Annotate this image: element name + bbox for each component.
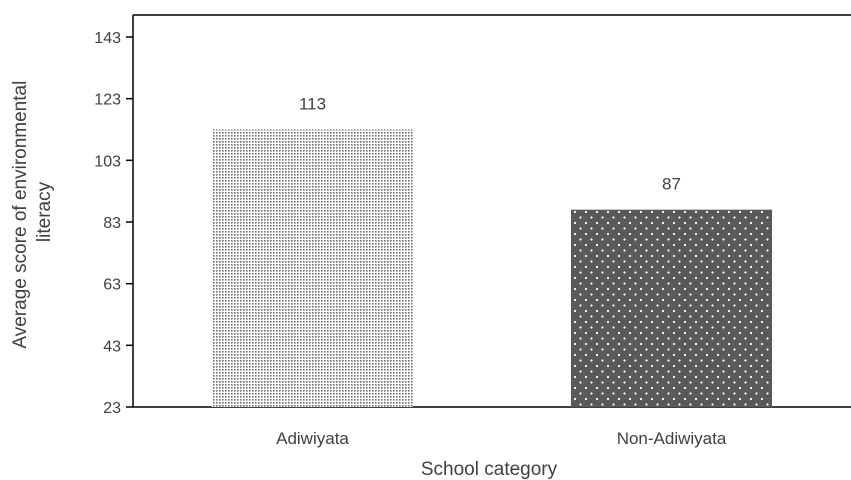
data-labels: 113 87: [299, 95, 681, 194]
y-tick-label: 103: [94, 153, 121, 170]
category-labels: Adiwiyata Non-Adiwiyata: [276, 429, 727, 448]
bar-value-label: 87: [662, 175, 681, 194]
y-axis-ticks: 23 43 63 83 103 123 143: [94, 30, 133, 417]
category-label: Adiwiyata: [276, 429, 349, 448]
y-tick-label: 23: [103, 400, 121, 417]
y-tick-label: 63: [103, 277, 121, 294]
bars: [212, 129, 772, 407]
y-tick-label: 123: [94, 92, 121, 109]
y-tick-label: 143: [94, 30, 121, 47]
bar-non-adiwiyata: [571, 209, 772, 407]
y-tick-label: 43: [103, 338, 121, 355]
bar-adiwiyata: [212, 129, 413, 407]
x-axis-title: School category: [421, 459, 558, 480]
bar-value-label: 113: [299, 95, 326, 114]
category-label: Non-Adiwiyata: [617, 429, 727, 448]
y-axis-title: Average score of environmental literacy: [10, 75, 55, 348]
y-axis-title-line-2: literacy: [34, 181, 55, 242]
y-axis-title-line-1: Average score of environmental: [10, 81, 31, 349]
y-tick-label: 83: [103, 215, 121, 232]
